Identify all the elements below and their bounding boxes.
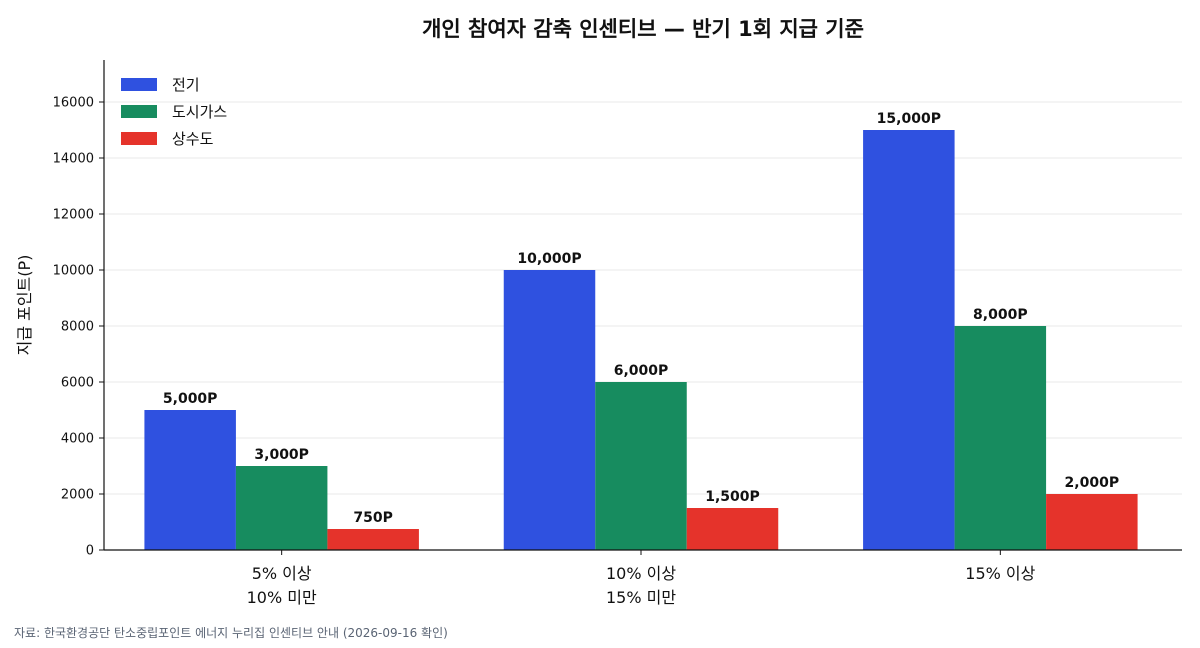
data-label: 750P xyxy=(353,510,392,526)
legend-label: 상수도 xyxy=(172,130,214,148)
data-labels: 5,000P 3,000P 750P 10,000P 6,000P 1,500P 15,00… xyxy=(163,111,1119,526)
x-tick-label: 5% 이상 xyxy=(252,564,312,583)
bars xyxy=(144,130,1138,550)
bar-2-1 xyxy=(235,466,328,550)
y-tick-label: 8000 xyxy=(61,320,94,335)
x-tick-label: 15% 이상 xyxy=(965,564,1035,583)
y-ticks: 0 2000 4000 6000 8000 10000 12000 14000 16000 xyxy=(53,96,104,559)
data-label: 15,000P xyxy=(877,111,941,127)
x-tick-label: 10% 미만 xyxy=(247,588,317,607)
x-tick-label: 10% 이상 xyxy=(606,564,676,583)
bar-3-1 xyxy=(327,529,419,550)
data-label: 3,000P xyxy=(254,447,309,463)
bar-3-3 xyxy=(1046,494,1138,550)
y-tick-label: 0 xyxy=(86,544,94,559)
bar-2-2 xyxy=(595,382,687,550)
legend-swatch xyxy=(121,132,157,145)
x-ticks: 5% 이상 10% 미만 10% 이상 15% 미만 15% 이상 xyxy=(247,550,1036,607)
bar-2-3 xyxy=(954,326,1047,550)
legend-swatch xyxy=(121,78,157,91)
y-tick-label: 4000 xyxy=(61,432,94,447)
chart-title: 개인 참여자 감축 인센티브 — 반기 1회 지급 기준 xyxy=(422,17,864,41)
y-tick-label: 14000 xyxy=(53,152,94,167)
legend-swatch xyxy=(121,105,157,118)
y-tick-label: 10000 xyxy=(53,264,94,279)
bar-1-2 xyxy=(503,270,596,550)
source-note: 자료: 한국환경공단 탄소중립포인트 에너지 누리집 인센티브 안내 (2026… xyxy=(14,626,448,640)
data-label: 5,000P xyxy=(163,391,218,407)
y-tick-label: 16000 xyxy=(53,96,94,111)
bar-3-2 xyxy=(686,508,779,550)
bar-1-1 xyxy=(144,410,236,550)
y-axis-label: 지급 포인트(P) xyxy=(15,255,34,356)
y-tick-label: 12000 xyxy=(53,208,94,223)
data-label: 6,000P xyxy=(614,363,669,379)
legend-label: 도시가스 xyxy=(172,103,227,121)
data-label: 1,500P xyxy=(705,489,760,505)
data-label: 10,000P xyxy=(517,251,581,267)
y-tick-label: 2000 xyxy=(61,488,94,503)
data-label: 2,000P xyxy=(1065,475,1120,491)
data-label: 8,000P xyxy=(973,307,1028,323)
bar-1-3 xyxy=(863,130,955,550)
legend-label: 전기 xyxy=(172,76,200,94)
x-tick-label: 15% 미만 xyxy=(606,588,676,607)
y-tick-label: 6000 xyxy=(61,376,94,391)
